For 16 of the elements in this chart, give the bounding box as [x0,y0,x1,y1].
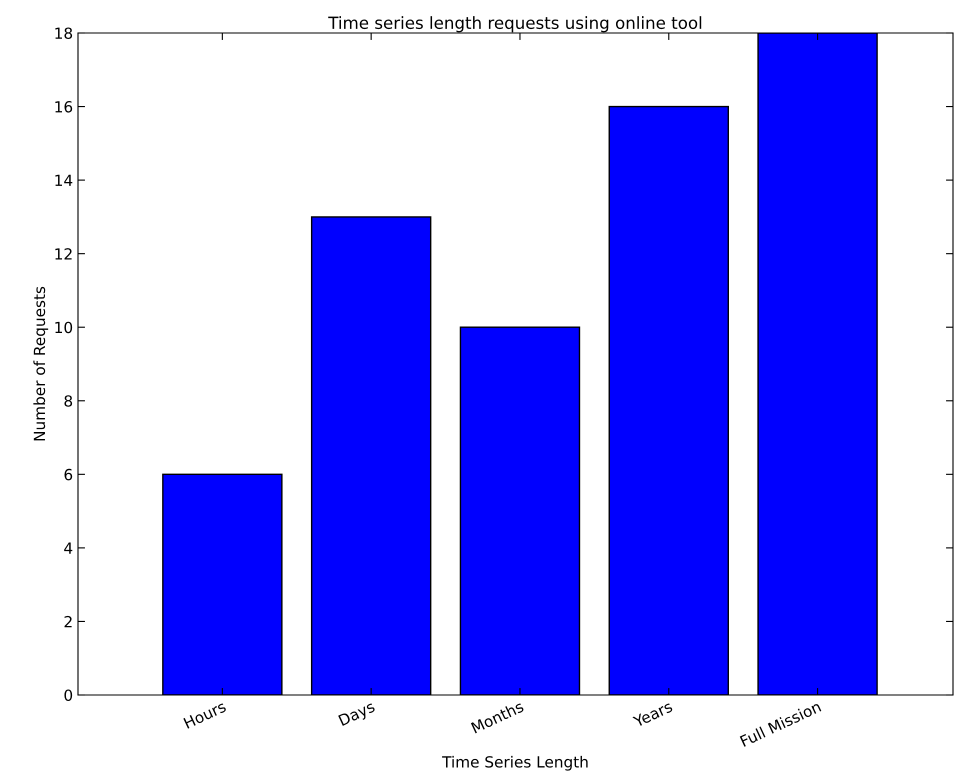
y-tick-label: 0 [64,689,72,702]
y-tick-label: 18 [55,27,72,40]
y-tick-label: 14 [55,174,72,186]
y-tick-label: 8 [64,395,72,407]
x-tick-label: Days [338,700,377,729]
x-axis-title: Time Series Length [442,756,588,771]
y-tick-label: 16 [55,101,72,113]
y-tick-label: 2 [64,616,72,628]
y-tick-label: 6 [64,468,72,480]
x-tick-label: Hours [183,700,227,729]
y-tick-label: 12 [55,248,72,260]
y-tick-label: 10 [55,322,72,334]
x-tick-label: Years [632,700,674,728]
y-tick-label: 4 [64,542,72,554]
y-axis-title: Number of Requests [33,286,48,440]
chart-title: Time series length requests using online tool [328,16,702,32]
